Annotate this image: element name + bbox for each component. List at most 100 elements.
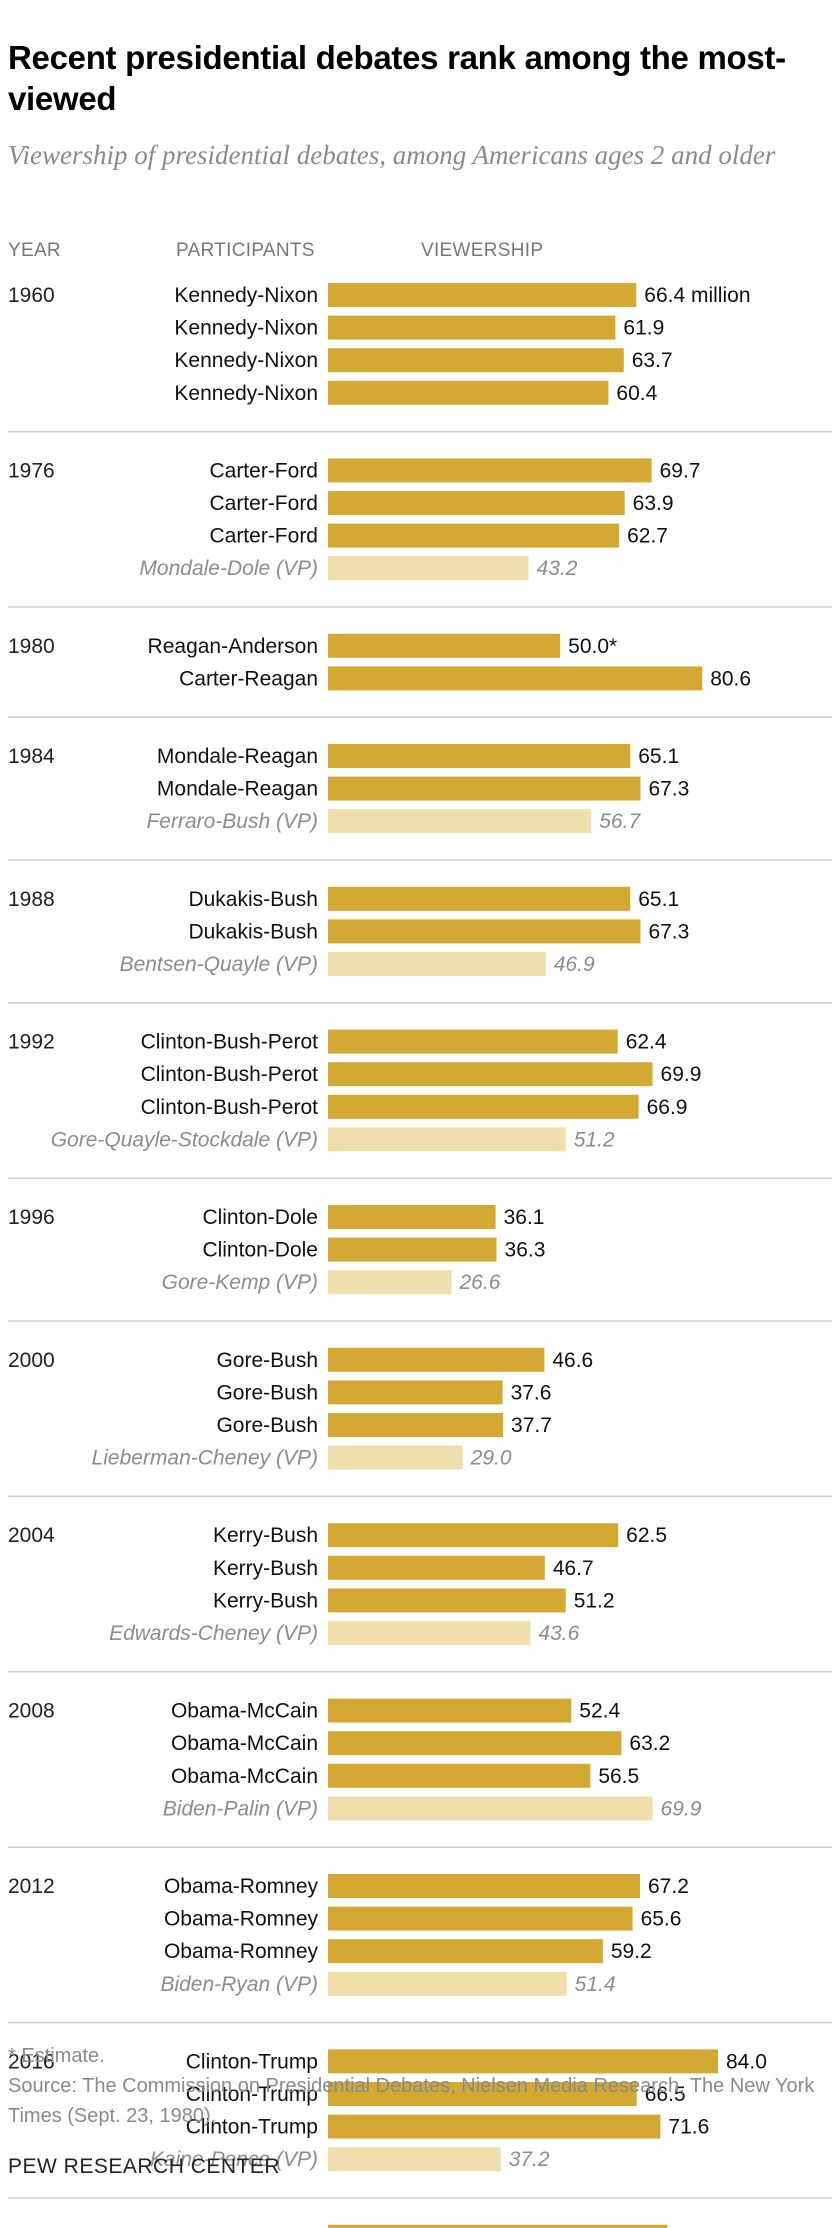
participants-label: Kennedy-Nixon <box>174 382 318 405</box>
participants-label: Kerry-Bush <box>213 1524 318 1547</box>
participants-label: Mondale-Reagan <box>157 745 318 768</box>
value-label: 69.7 <box>660 459 701 482</box>
bar <box>328 315 616 340</box>
value-label: 43.6 <box>538 1622 579 1645</box>
bar <box>328 2082 637 2106</box>
bar <box>328 1971 567 1996</box>
value-label: 73.1 <box>675 2226 716 2228</box>
participants-label: Clinton-Trump <box>186 2083 318 2106</box>
value-label: 67.3 <box>648 778 689 801</box>
bar <box>328 2224 668 2228</box>
value-label: 66.4 million <box>644 284 750 307</box>
participants-label: Gore-Kemp (VP) <box>162 1271 318 1294</box>
bar <box>328 380 609 405</box>
bar <box>328 523 620 548</box>
value-label: 46.7 <box>553 1557 594 1580</box>
participants-label: Bentsen-Quayle (VP) <box>120 953 318 976</box>
value-label: 80.6 <box>710 667 751 690</box>
value-label: 69.9 <box>661 1797 702 1820</box>
year-label: 1988 <box>8 888 55 911</box>
value-label: 51.2 <box>574 1128 615 1151</box>
bar <box>328 1413 504 1437</box>
participants-label: Carter-Ford <box>209 492 318 515</box>
chart-title: Recent presidential debates rank among t… <box>8 39 786 117</box>
value-label: 62.5 <box>626 1524 667 1547</box>
bar <box>328 2049 718 2074</box>
year-label: 2008 <box>8 1700 55 1723</box>
bar <box>328 776 641 801</box>
value-label: 51.4 <box>575 1973 616 1996</box>
value-label: 67.3 <box>648 920 689 943</box>
bar <box>328 458 652 483</box>
bar <box>328 1094 639 1119</box>
participants-label: Obama-McCain <box>171 1732 318 1755</box>
participants-label: Mondale-Dole (VP) <box>139 557 318 580</box>
bar <box>328 1796 653 1821</box>
bar <box>328 1763 591 1788</box>
bar <box>328 348 624 373</box>
participants-label: Gore-Bush <box>216 1349 318 1372</box>
bar <box>328 2114 661 2139</box>
bar <box>328 491 625 515</box>
bar <box>328 1445 463 1470</box>
value-label: 52.4 <box>579 1700 620 1723</box>
bar <box>328 1731 622 1756</box>
value-label: 43.2 <box>537 557 578 580</box>
bar <box>328 744 631 768</box>
value-label: 56.7 <box>599 810 641 833</box>
participants-label: Gore-Bush <box>216 1381 318 1404</box>
participants-label: Dukakis-Bush <box>188 920 318 943</box>
value-label: 36.3 <box>505 1239 546 1262</box>
participants-label: Obama-McCain <box>171 1700 318 1723</box>
value-label: 61.9 <box>623 317 664 340</box>
value-label: 60.4 <box>616 382 657 405</box>
bar <box>328 1588 566 1613</box>
participants-label: Kerry-Bush <box>213 1557 318 1580</box>
participants-label: Carter-Ford <box>209 459 318 482</box>
value-label: 66.9 <box>647 1096 688 1119</box>
participants-label: Kerry-Bush <box>213 1589 318 1612</box>
bar <box>328 633 561 658</box>
value-label: 63.9 <box>633 492 674 515</box>
participants-label: Gore-Quayle-Stockdale (VP) <box>51 1128 318 1151</box>
value-label: 59.2 <box>611 1940 652 1963</box>
bar <box>328 1380 503 1405</box>
participants-label: Carter-Ford <box>209 525 318 548</box>
bar <box>328 666 703 691</box>
chart-subtitle: Viewership of presidential debates, amon… <box>8 140 776 170</box>
participants-label: Biden-Ryan (VP) <box>160 1973 318 1996</box>
bar <box>328 1621 531 1645</box>
column-header-year: YEAR <box>8 240 61 261</box>
bar <box>328 1062 653 1087</box>
value-label: 66.5 <box>645 2083 686 2106</box>
value-label: 67.2 <box>648 1875 689 1898</box>
value-label: 46.6 <box>552 1349 593 1372</box>
value-label: 65.6 <box>641 1908 682 1931</box>
bar <box>328 1523 619 1548</box>
bar <box>328 809 592 834</box>
value-label: 62.4 <box>626 1031 667 1054</box>
value-label: 37.2 <box>509 2148 550 2171</box>
year-label: 1960 <box>8 284 55 307</box>
value-label: 71.6 <box>668 2116 709 2139</box>
column-header-participants: PARTICIPANTS <box>176 240 315 261</box>
participants-label: Gore-Bush <box>216 1414 318 1437</box>
bar <box>328 1874 640 1898</box>
year-label: 1980 <box>8 635 55 658</box>
bar <box>328 886 631 911</box>
bar <box>328 1698 572 1723</box>
year-label: 1996 <box>8 1206 55 1229</box>
participants-label: Clinton-Dole <box>202 1239 318 1262</box>
bar <box>328 2147 501 2172</box>
bar <box>328 1939 603 1964</box>
bar <box>328 919 641 944</box>
year-label: 2016 <box>8 2050 55 2073</box>
bar <box>328 1029 618 1054</box>
participants-label: Obama-Romney <box>164 1940 319 1963</box>
value-label: 37.6 <box>511 1381 552 1404</box>
participants-label: Clinton-Trump <box>186 2050 318 2073</box>
participants-label: Dukakis-Bush <box>188 888 318 911</box>
value-label: 84.0 <box>726 2050 767 2073</box>
